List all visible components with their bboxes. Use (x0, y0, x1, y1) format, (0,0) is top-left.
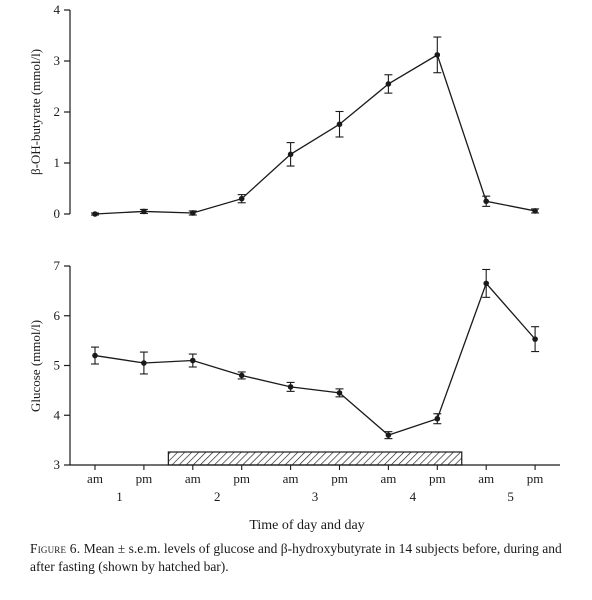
top-data-point-8 (483, 198, 490, 205)
beta-hydroxybutyrate-panel: β-OH-butyrate (mmol/l) 0 1 2 3 4 (28, 2, 540, 221)
bottom-data-point-4 (287, 384, 294, 390)
top-data-point-3 (238, 195, 245, 202)
x-tick-label-8: am (478, 471, 494, 486)
x-ticks: am pm am pm am pm am pm am pm (87, 465, 543, 486)
x-tick-label-7: pm (429, 471, 446, 486)
day-label-3: 4 (410, 489, 417, 504)
bottom-y-tick-label-1: 4 (54, 407, 61, 422)
bottom-y-axis-title: Glucose (mmol/l) (28, 320, 43, 412)
bottom-data-point-7 (434, 415, 441, 422)
top-series-line (94, 53, 536, 215)
top-data-point-1 (141, 208, 147, 215)
caption-head: Figure 6. (30, 541, 81, 556)
day-label-2: 3 (312, 489, 319, 504)
x-tick-label-4: am (283, 471, 299, 486)
day-labels: 1 2 3 4 5 (116, 489, 514, 504)
top-data-point-0 (92, 211, 98, 217)
x-tick-label-0: am (87, 471, 103, 486)
bottom-data-point-1 (141, 360, 147, 366)
day-label-1: 2 (214, 489, 221, 504)
top-y-tick-label-4: 4 (54, 2, 61, 17)
top-data-point-5 (336, 121, 343, 128)
x-tick-label-9: pm (527, 471, 544, 486)
x-axis-title: Time of day and day (249, 518, 364, 533)
x-tick-label-1: pm (136, 471, 153, 486)
bottom-y-tick-label-2: 5 (54, 358, 61, 373)
bottom-y-tick-label-3: 6 (54, 308, 61, 323)
top-data-point-4 (287, 151, 294, 158)
day-label-0: 1 (116, 489, 123, 504)
bottom-series-line (94, 282, 536, 436)
bottom-data-point-3 (238, 372, 245, 379)
top-y-tick-label-2: 2 (54, 104, 61, 119)
bottom-data-point-6 (385, 432, 392, 438)
figure-caption: Figure 6. Mean ± s.e.m. levels of glucos… (30, 540, 580, 576)
top-y-tick-label-0: 0 (54, 206, 61, 221)
top-data-point-2 (190, 210, 196, 216)
top-y-tick-label-3: 3 (54, 53, 61, 68)
bottom-data-point-9 (532, 336, 538, 342)
x-tick-label-5: pm (331, 471, 348, 486)
top-y-axis-title: β-OH-butyrate (mmol/l) (28, 49, 43, 175)
x-tick-label-3: pm (233, 471, 250, 486)
bottom-data-point-5 (336, 390, 343, 396)
day-label-4: 5 (507, 489, 514, 504)
bottom-y-tick-label-4: 7 (54, 258, 61, 273)
top-y-ticks: 0 1 2 3 4 (54, 2, 70, 221)
x-tick-label-6: am (380, 471, 396, 486)
bottom-series (91, 268, 540, 440)
x-tick-label-2: am (185, 471, 201, 486)
top-data-point-6 (385, 81, 392, 87)
bottom-data-point-0 (92, 352, 98, 359)
top-data-point-9 (532, 208, 538, 214)
bottom-data-point-2 (190, 357, 196, 364)
bottom-data-point-8 (483, 280, 490, 287)
top-series (91, 36, 540, 217)
top-y-tick-label-1: 1 (54, 155, 61, 170)
bottom-y-ticks: 3 4 5 6 7 (54, 258, 70, 472)
caption-text: Mean ± s.e.m. levels of glucose and β-hy… (30, 541, 562, 574)
fasting-hatched-bar (167, 451, 463, 466)
bottom-y-tick-label-0: 3 (54, 457, 61, 472)
top-data-point-7 (434, 52, 441, 58)
